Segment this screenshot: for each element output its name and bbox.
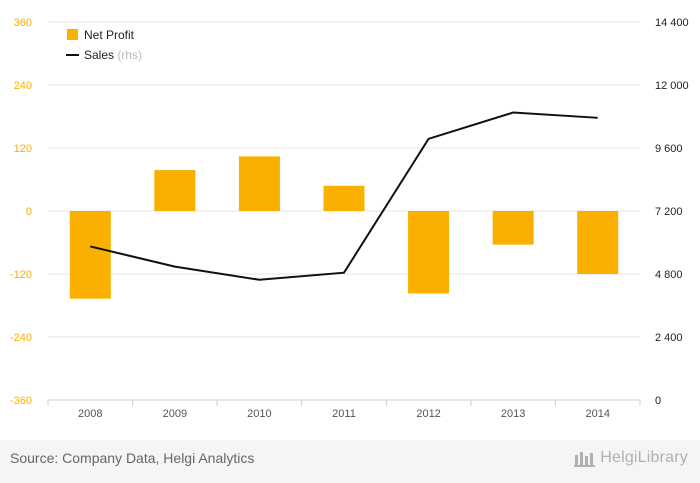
net-profit-bar-2014 [577, 211, 619, 274]
legend: Net Profit Sales (rhs) [66, 28, 142, 62]
right-tick-label: 9 600 [655, 143, 683, 155]
right-axis-ticks: 14 400 12 000 9 600 7 200 4 800 2 400 0 [655, 17, 689, 407]
left-tick-label: -120 [10, 269, 32, 281]
net-profit-bar-2009 [154, 170, 196, 211]
x-tick-label-2013: 2013 [501, 408, 525, 420]
right-tick-label: 7 200 [655, 206, 683, 218]
net-profit-bars [69, 156, 619, 299]
brand-name: HelgiLibrary [600, 449, 688, 466]
net-profit-bar-2011 [323, 185, 365, 211]
x-tick-label-2008: 2008 [78, 408, 102, 420]
helgi-library-logo-icon [574, 452, 596, 467]
x-tick-label-2010: 2010 [247, 408, 271, 420]
left-tick-label: -240 [10, 332, 32, 344]
right-tick-label: 4 800 [655, 269, 683, 281]
net-profit-bar-2013 [492, 211, 534, 245]
right-tick-label: 14 400 [655, 17, 689, 29]
legend-sales-suffix: (rhs) [117, 48, 142, 62]
source-note: Source: Company Data, Helgi Analytics [10, 450, 255, 466]
left-axis-ticks: 360 240 120 0 -120 -240 -360 [10, 17, 32, 407]
x-tick-label-2011: 2011 [332, 408, 356, 420]
x-tick-label-2012: 2012 [416, 408, 440, 420]
net-profit-bar-2008 [69, 211, 111, 299]
left-tick-label: -360 [10, 395, 32, 407]
brand[interactable]: HelgiLibrary [574, 449, 688, 467]
left-tick-label: 0 [26, 206, 32, 218]
net-profit-bar-2010 [238, 156, 280, 211]
sales-line-path [90, 111, 598, 281]
left-tick-label: 360 [14, 17, 32, 29]
right-tick-label: 2 400 [655, 332, 683, 344]
legend-sales-label: Sales (rhs) [84, 48, 142, 62]
left-tick-label: 120 [14, 143, 32, 155]
x-tick-label-2009: 2009 [163, 408, 187, 420]
x-tick-label-2014: 2014 [585, 408, 609, 420]
legend-sales-name: Sales [84, 48, 117, 62]
net-profit-bar-2012 [408, 211, 450, 294]
right-tick-label: 0 [655, 395, 661, 407]
legend-net-profit-swatch [67, 29, 78, 40]
x-axis: 2008 2009 2010 2011 2012 2013 2014 [47, 399, 641, 420]
right-tick-label: 12 000 [655, 80, 689, 92]
legend-net-profit-label: Net Profit [84, 28, 135, 42]
sales-line [90, 111, 598, 281]
left-tick-label: 240 [14, 80, 32, 92]
net-profit-sales-chart: 360 240 120 0 -120 -240 -360 14 400 12 000 9 600… [10, 17, 689, 420]
footer: Source: Company Data, Helgi Analytics He… [0, 440, 700, 483]
